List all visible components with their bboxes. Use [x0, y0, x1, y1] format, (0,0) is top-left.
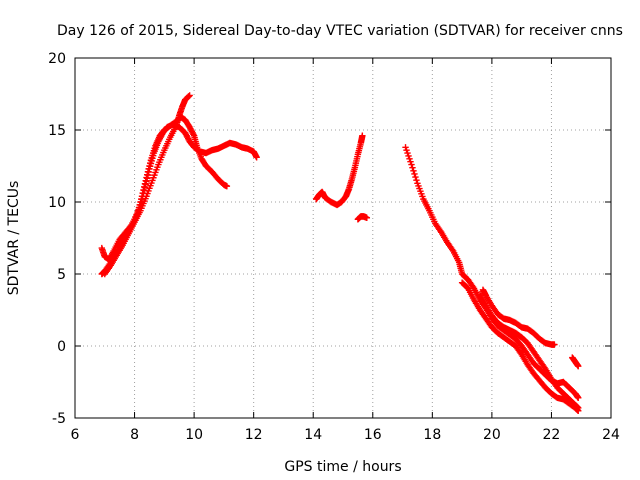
- data-point: [407, 158, 414, 165]
- data-point: [142, 177, 149, 184]
- data-point: [406, 155, 413, 162]
- y-tick-label: 20: [48, 51, 66, 67]
- x-tick-label: 24: [602, 427, 620, 443]
- x-tick-label: 8: [130, 427, 139, 443]
- series-arc-e: [354, 213, 371, 223]
- data-point: [143, 174, 150, 181]
- data-point: [363, 214, 371, 222]
- data-point: [185, 92, 193, 100]
- grid: [75, 58, 611, 418]
- data-point: [145, 165, 152, 173]
- data-point: [404, 149, 411, 157]
- x-tick-label: 12: [245, 427, 263, 443]
- data-point: [402, 144, 409, 151]
- data-point: [146, 162, 153, 170]
- data-point: [141, 180, 149, 187]
- data-point: [405, 152, 412, 160]
- data-point: [140, 186, 147, 194]
- data-point: [551, 341, 558, 348]
- x-axis-label: GPS time / hours: [284, 459, 401, 475]
- data-marks: [98, 92, 582, 414]
- data-point: [253, 154, 260, 161]
- data-point: [575, 404, 582, 412]
- data-point: [223, 182, 231, 190]
- series-arc-c: [101, 92, 193, 278]
- plot-frame: [74, 57, 612, 419]
- chart-title: Day 126 of 2015, Sidereal Day-to-day VTE…: [57, 23, 623, 39]
- data-point: [410, 167, 417, 174]
- x-tick-label: 20: [483, 427, 501, 443]
- data-point: [403, 146, 410, 154]
- y-tick-label: -5: [52, 411, 66, 427]
- series-arc-i: [476, 290, 582, 412]
- data-point: [144, 171, 151, 178]
- axis-ticks: [74, 57, 612, 419]
- series-arc-g: [458, 279, 582, 414]
- data-point: [408, 161, 415, 168]
- series-arc-d: [313, 132, 366, 209]
- series-arc-h: [479, 286, 558, 348]
- y-tick-label: 10: [48, 195, 66, 211]
- data-point: [411, 170, 418, 178]
- data-point: [575, 362, 582, 370]
- data-point: [144, 168, 152, 175]
- data-point: [359, 132, 366, 139]
- y-tick-label: 15: [48, 123, 66, 139]
- x-tick-label: 14: [304, 427, 322, 443]
- data-point: [575, 394, 582, 402]
- x-tick-label: 16: [364, 427, 382, 443]
- series-arc-a: [98, 121, 260, 278]
- x-tick-labels: 6 8 10 12 14 16 18 20 22 24: [71, 427, 620, 443]
- series-arc-j: [569, 354, 582, 370]
- y-tick-label: 5: [57, 267, 66, 283]
- data-point: [412, 173, 419, 181]
- y-axis-label: SDTVAR / TECUs: [6, 181, 22, 296]
- data-point: [141, 183, 148, 191]
- y-tick-label: 0: [57, 339, 66, 355]
- data-point: [146, 159, 154, 167]
- x-tick-label: 6: [71, 427, 80, 443]
- data-point: [413, 176, 420, 184]
- y-tick-labels: -5 0 5 10 15 20: [48, 51, 66, 427]
- x-tick-label: 18: [423, 427, 441, 443]
- data-point: [186, 92, 193, 99]
- x-tick-label: 22: [543, 427, 561, 443]
- data-point: [409, 164, 416, 171]
- x-tick-label: 10: [185, 427, 203, 443]
